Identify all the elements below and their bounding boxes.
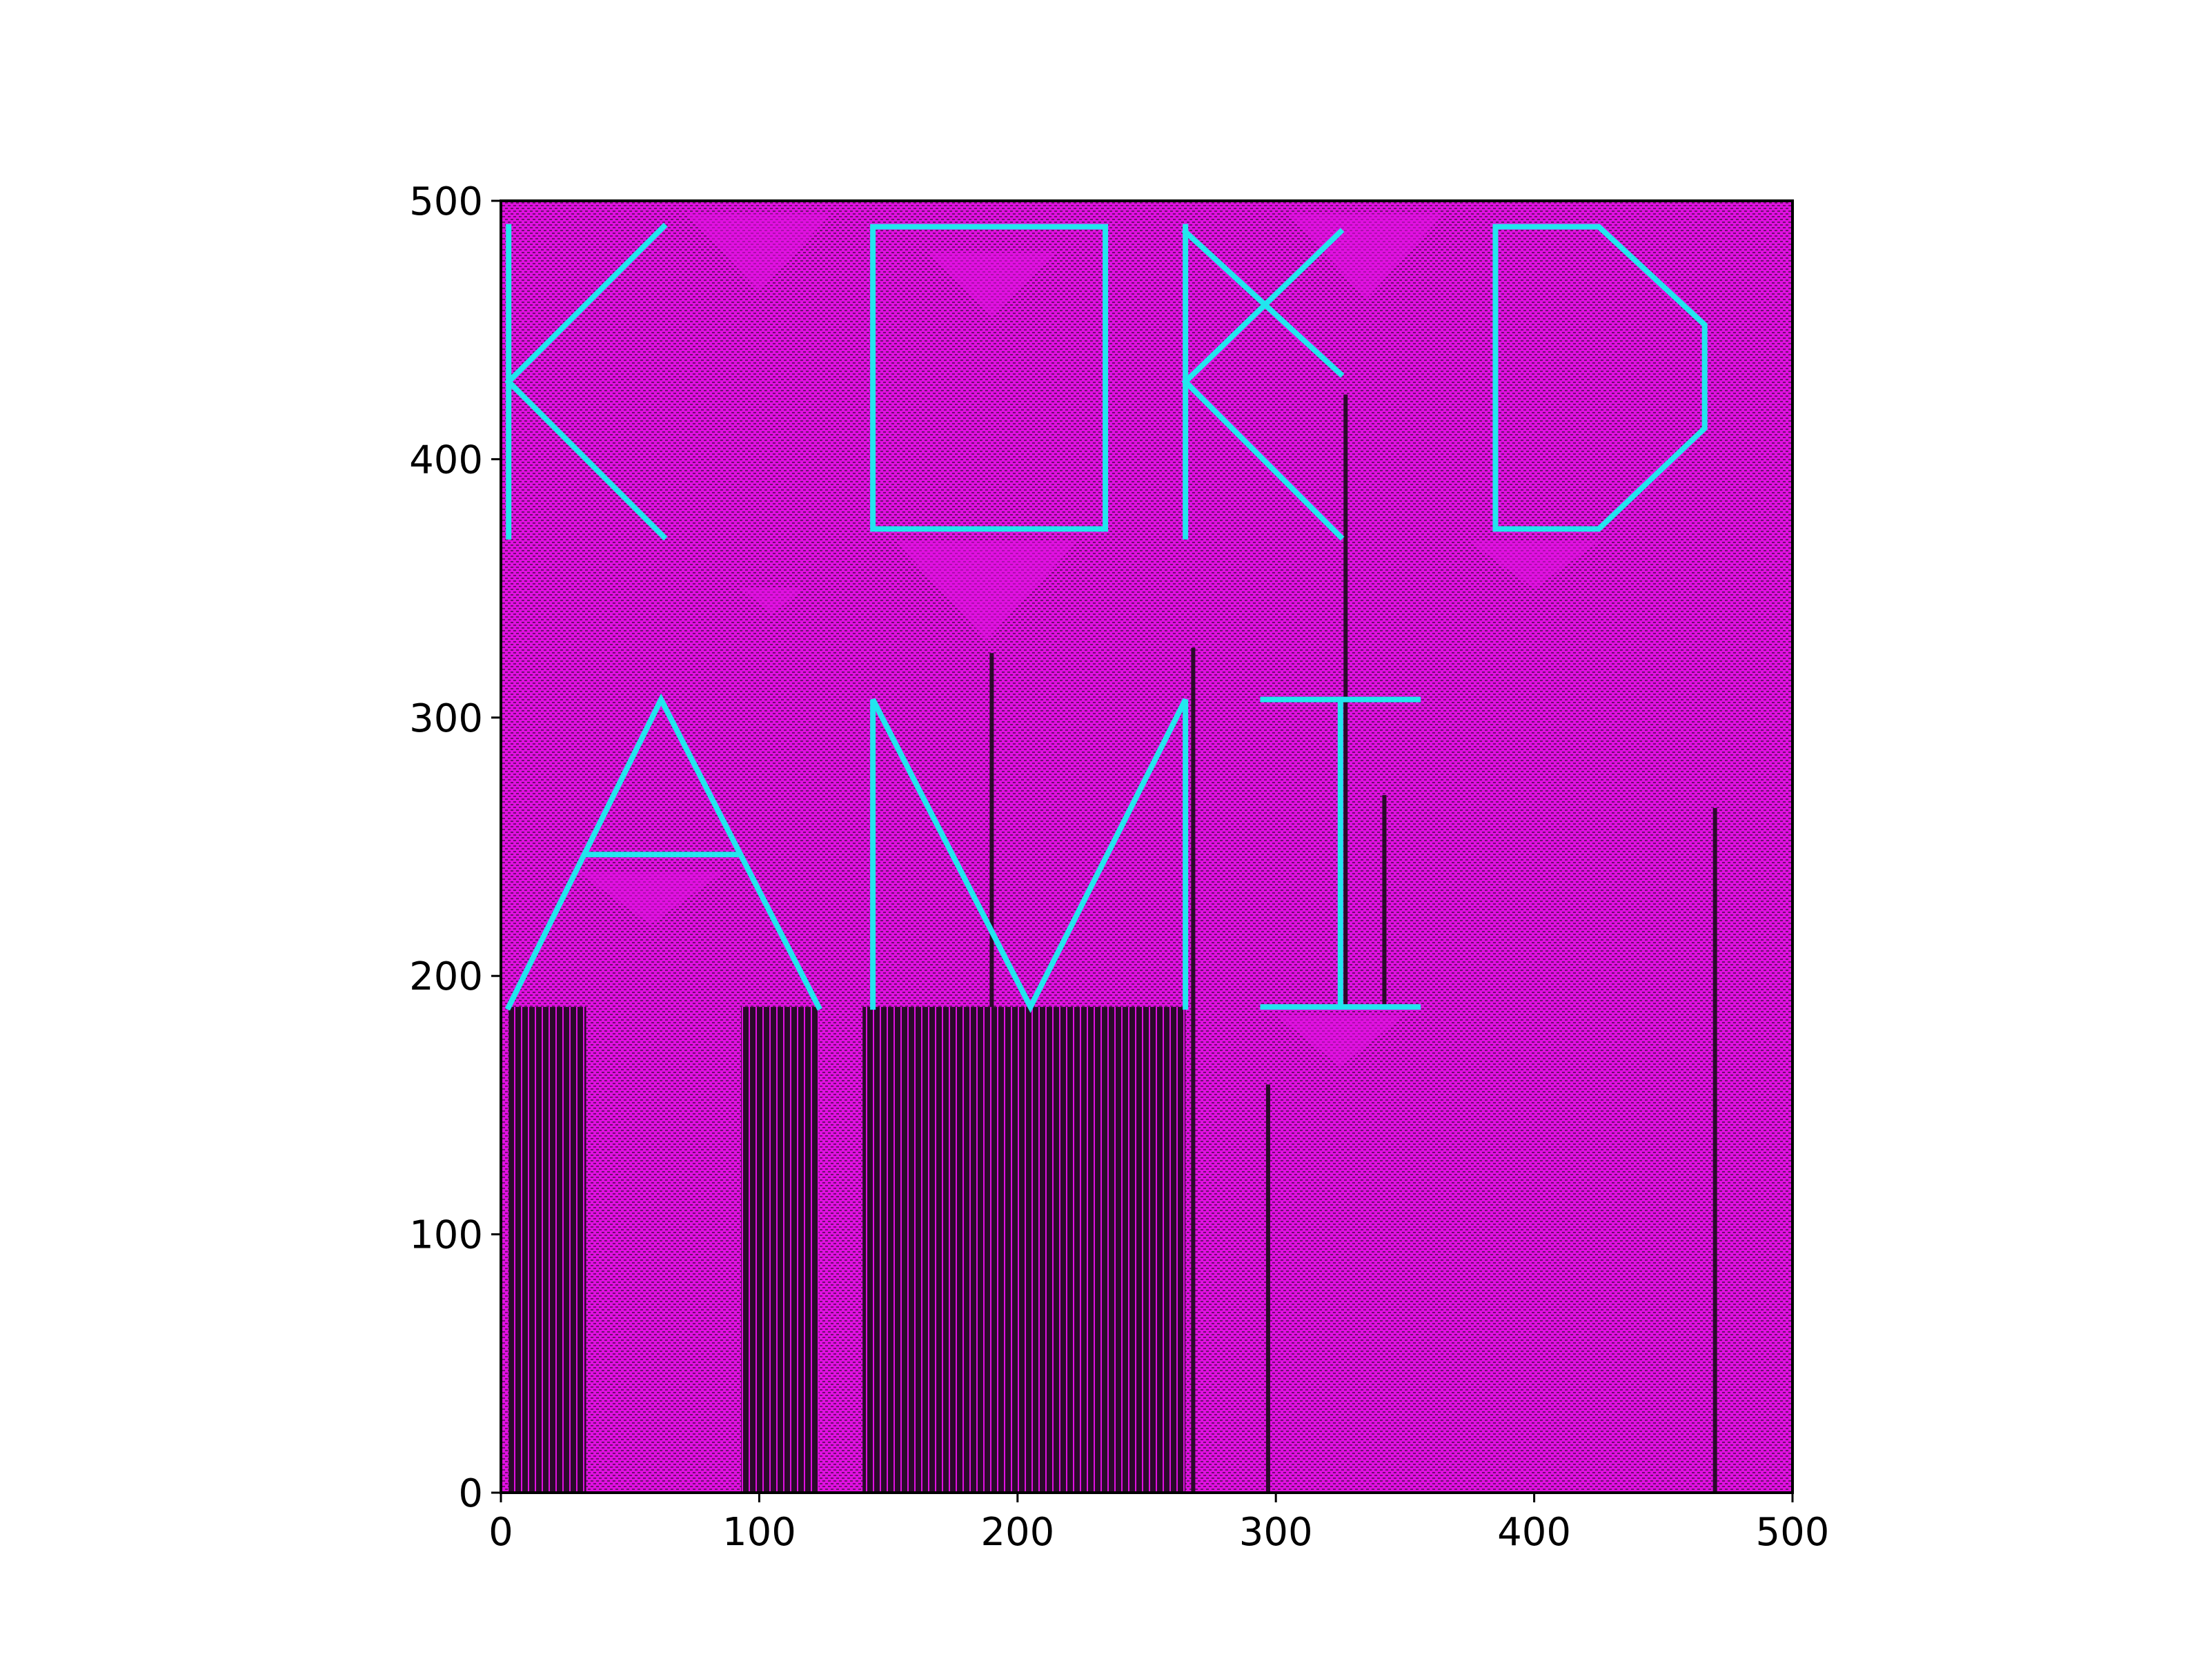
letter-stroke-K2-leg xyxy=(1181,377,1345,541)
light-triangle-7 xyxy=(1276,1014,1405,1067)
light-triangle-6 xyxy=(578,872,723,925)
letter-stroke-K1-arm-down xyxy=(504,377,668,541)
axes-frame xyxy=(500,199,1794,1494)
letter-stroke-K1-arm-up xyxy=(504,222,668,386)
light-triangle-0 xyxy=(687,213,832,292)
x-tick-label-2: 200 xyxy=(980,1510,1054,1555)
dark-stripe-region-0 xyxy=(508,1007,586,1493)
x-tick-label-0: 0 xyxy=(488,1510,513,1555)
letter-stroke-A xyxy=(504,693,822,1011)
light-triangle-4 xyxy=(1288,213,1444,300)
y-tick-label-1: 100 xyxy=(409,1213,483,1258)
light-triangle-2 xyxy=(741,588,804,615)
dark-stripe-layer xyxy=(508,1007,1186,1493)
x-tick-label-4: 400 xyxy=(1497,1510,1571,1555)
y-tick-label-3: 300 xyxy=(409,696,483,741)
letter-stroke-K2-arm-up xyxy=(1181,228,1345,386)
letter-stroke-D xyxy=(1492,224,1708,532)
y-axis: 0 100 200 300 400 500 xyxy=(409,179,501,1516)
light-triangle-3 xyxy=(896,542,1077,640)
letter-stroke-K2-arm-down xyxy=(1181,228,1345,378)
plot-area xyxy=(501,201,1793,1493)
letter-overlay xyxy=(504,222,1708,1013)
dark-stripe-region-2 xyxy=(862,1007,1186,1493)
y-tick-label-5: 500 xyxy=(409,179,483,224)
x-tick-label-3: 300 xyxy=(1239,1510,1313,1555)
letter-stroke-O xyxy=(870,224,1109,532)
x-tick-label-5: 500 xyxy=(1756,1510,1830,1555)
letter-stroke-M xyxy=(870,698,1189,1013)
x-axis: 0 100 200 300 400 500 xyxy=(488,1493,1829,1555)
light-triangle-layer xyxy=(578,213,1599,1067)
light-triangle-5 xyxy=(1470,542,1599,589)
y-tick-label-0: 0 xyxy=(458,1471,483,1516)
y-tick-label-4: 400 xyxy=(409,438,483,482)
x-tick-label-1: 100 xyxy=(722,1510,796,1555)
light-triangle-1 xyxy=(927,252,1056,317)
y-tick-label-2: 200 xyxy=(409,954,483,999)
dark-stripe-region-1 xyxy=(741,1007,819,1493)
